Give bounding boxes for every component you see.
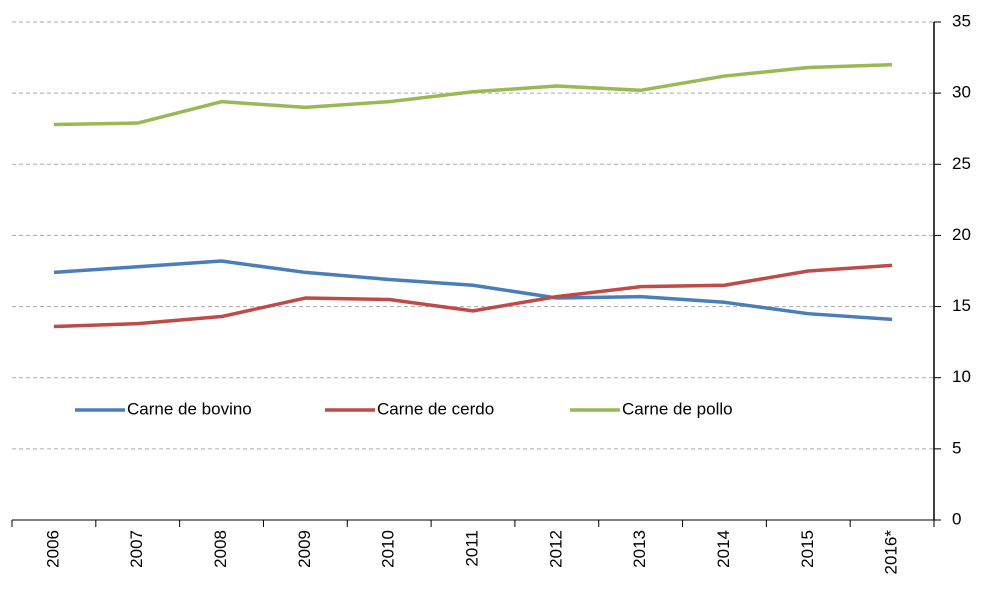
x-tick-label: 2010 [379,530,398,568]
x-tick-label: 2014 [714,530,733,568]
series-line [53,263,893,329]
y-tick-label: 10 [952,367,971,386]
x-tick-label: 2007 [127,530,146,568]
x-tick-label: 2012 [546,530,565,568]
legend-label: Carne de pollo [622,399,733,418]
legend-label: Carne de bovino [127,399,252,418]
series-line [53,62,893,127]
y-tick-label: 20 [952,225,971,244]
x-tick-label: 2013 [630,530,649,568]
x-tick-label: 2016* [882,530,901,575]
y-tick-label: 25 [952,154,971,173]
y-tick-label: 15 [952,296,971,315]
y-tick-label: 35 [952,11,971,30]
series-line [53,259,893,322]
y-tick-label: 30 [952,83,971,102]
x-tick-label: 2006 [43,530,62,568]
y-tick-label: 5 [952,438,961,457]
x-tick-label: 2008 [211,530,230,568]
y-tick-label: 0 [952,509,961,528]
legend-label: Carne de cerdo [377,399,494,418]
x-tick-label: 2015 [798,530,817,568]
x-tick-label: 2009 [295,530,314,568]
x-tick-label: 2011 [462,530,481,567]
